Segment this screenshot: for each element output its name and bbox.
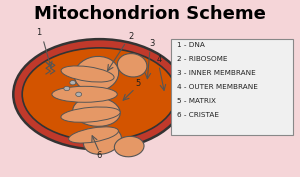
Text: 2: 2: [128, 32, 133, 41]
Ellipse shape: [76, 92, 82, 96]
Ellipse shape: [64, 86, 70, 91]
Ellipse shape: [69, 127, 118, 143]
Text: 4 - OUTER MEMBRANE: 4 - OUTER MEMBRANE: [177, 84, 258, 90]
Ellipse shape: [61, 107, 120, 122]
Ellipse shape: [52, 86, 117, 102]
Text: Mitochondrion Scheme: Mitochondrion Scheme: [34, 5, 266, 24]
Ellipse shape: [117, 54, 147, 77]
Text: 1: 1: [36, 28, 41, 37]
Ellipse shape: [73, 97, 120, 126]
FancyBboxPatch shape: [171, 39, 293, 135]
Ellipse shape: [74, 56, 119, 92]
Text: 2 - RIBOSOME: 2 - RIBOSOME: [177, 56, 227, 62]
Ellipse shape: [70, 81, 76, 85]
Ellipse shape: [13, 39, 186, 150]
Text: 3: 3: [149, 39, 154, 48]
Text: 1 - DNA: 1 - DNA: [177, 42, 205, 48]
Text: 5 - MATRIX: 5 - MATRIX: [177, 98, 216, 104]
Text: 6: 6: [97, 151, 102, 160]
Ellipse shape: [61, 66, 114, 82]
Text: 5: 5: [136, 79, 141, 88]
Text: 3 - INNER MEMBRANE: 3 - INNER MEMBRANE: [177, 70, 256, 76]
Ellipse shape: [22, 48, 177, 141]
Ellipse shape: [114, 136, 144, 157]
Text: 4: 4: [157, 55, 162, 64]
Ellipse shape: [83, 127, 122, 154]
Text: 6 - CRISTAE: 6 - CRISTAE: [177, 112, 219, 118]
